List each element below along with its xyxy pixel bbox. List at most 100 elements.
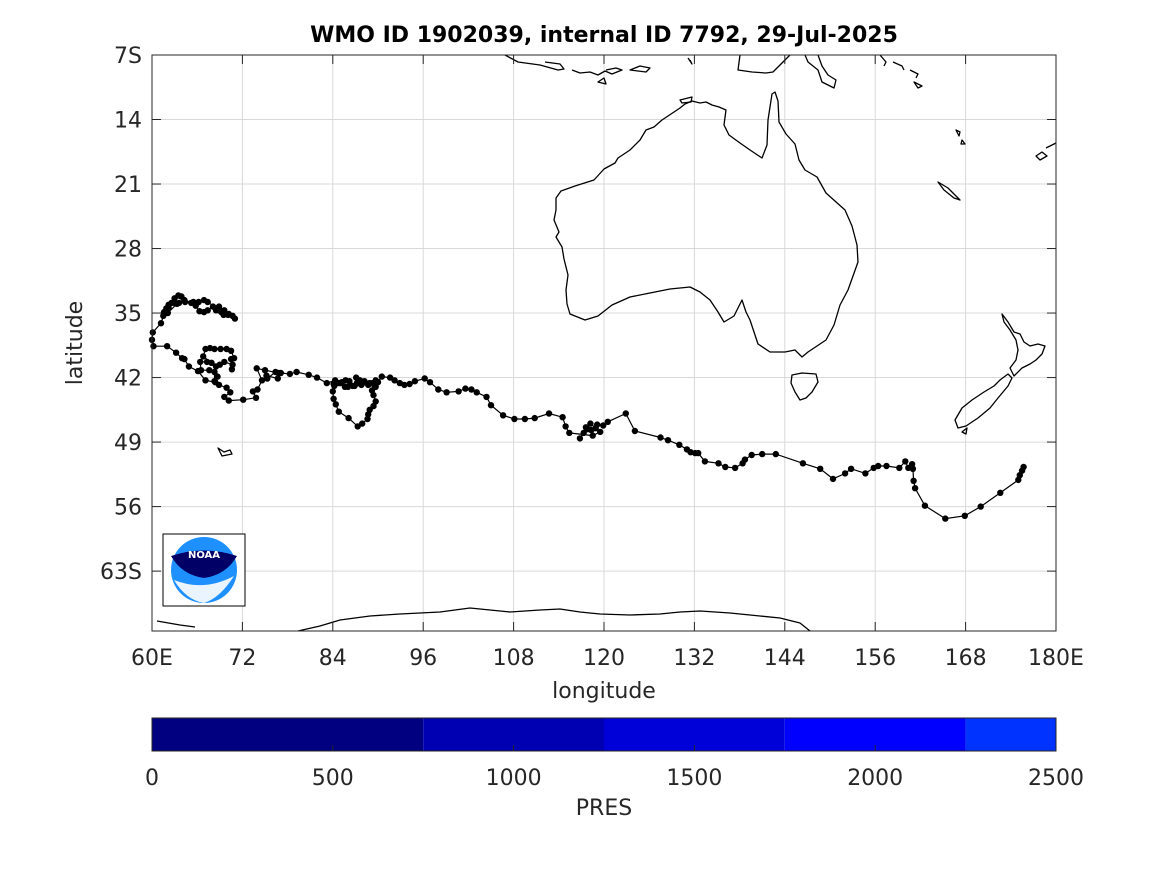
y-tick-label: 49 [114,431,142,456]
y-tick-label: 14 [114,109,142,134]
float-position-point [847,465,855,472]
x-tick-label: 120 [583,646,625,671]
float-position-point [202,345,209,353]
float-position-point [731,464,739,472]
float-position-point [171,295,178,302]
colorbar-tick-label: 500 [312,766,354,791]
float-position-point [977,503,984,510]
x-tick-label: 132 [673,646,715,671]
float-position-point [566,429,573,437]
float-position-point [164,309,171,317]
float-position-point [258,377,266,384]
float-position-point [597,428,604,436]
float-position-point [231,315,239,322]
colorbar-tick-label: 1000 [486,766,542,791]
float-position-point [772,450,779,458]
float-position-point [748,451,755,459]
new-guinea-coastline [737,54,837,89]
y-tick-label: 56 [114,496,142,521]
x-tick-label: 60E [131,646,173,671]
float-position-point [631,427,639,435]
float-position-point [163,343,171,350]
float-position-point [589,432,596,439]
float-position-point [252,394,260,401]
float-position-point [206,367,213,374]
lesser-sunda-islands [504,54,693,85]
float-position-point [331,382,338,390]
float-position-point [921,502,929,509]
float-position-point [225,310,232,318]
x-tick-label: 180E [1028,646,1084,671]
float-position-point [204,298,211,306]
float-position-point [468,386,475,393]
float-position-point [455,388,462,395]
float-position-point [406,380,413,388]
float-position-point [221,358,228,366]
float-position-point [157,320,165,327]
float-position-point [341,383,349,390]
float-position-point [683,446,691,453]
float-position-point [240,396,247,403]
float-position-point [214,373,221,380]
new-zealand-south-coastline [954,373,1013,429]
float-position-point [582,424,590,431]
float-position-point [185,363,193,370]
float-position-point [531,414,538,422]
float-position-point [487,402,495,409]
float-positions [148,292,1027,522]
float-position-point [473,389,480,396]
colorbar-band [152,718,424,751]
float-position-point [759,450,766,458]
float-position-point [676,441,683,448]
float-position-point [462,385,469,392]
kerguelen-coastline [217,447,233,457]
colorbar [152,718,1056,751]
float-position-point [587,420,594,427]
float-position-point [197,358,204,366]
y-tick-label: 28 [114,238,142,263]
float-position-point [305,371,312,378]
float-position-point [604,418,611,425]
float-position-point [194,367,202,375]
y-tick-label: 21 [114,173,142,198]
float-position-point [178,355,186,362]
float-position-point [576,435,584,442]
float-position-point [378,373,385,380]
x-axis-ticks: 60E 72 84 96 108 120 132 144 156 168 180E [131,55,1084,671]
float-position-point [172,349,180,356]
logo-seagull [171,550,237,578]
x-tick-label: 168 [945,646,987,671]
float-position-point [870,464,877,472]
fiji-coastline [1035,142,1057,161]
colorbar-tick-label: 2000 [847,766,903,791]
float-position-point [212,379,219,386]
float-position-point [421,375,428,382]
float-position-point [559,414,566,421]
float-position-point [511,415,518,423]
float-position-point [225,397,232,404]
y-axis-ticks: 7S 14 21 28 35 42 49 56 63S [100,44,1056,585]
tasmania-coastline [790,372,819,401]
float-position-point [261,367,269,374]
new-caledonia-coastline [937,181,961,201]
float-position-point [209,303,217,310]
y-tick-label: 7S [114,44,142,69]
float-position-point [426,379,434,386]
float-position-point [354,423,361,430]
float-position-point [386,374,394,381]
float-position-point [249,388,257,395]
float-position-point [396,379,403,387]
float-position-point [499,412,507,419]
new-zealand-north-coastline [1001,313,1046,377]
australia-coastline [553,91,859,358]
x-tick-label: 72 [228,646,256,671]
chart-title: WMO ID 1902039, internal ID 7792, 29-Jul… [310,23,898,48]
float-position-point [902,458,909,465]
float-position-point [332,401,339,408]
float-position-point [331,377,339,384]
float-position-point [521,415,529,423]
float-position-point [841,470,849,477]
float-position-point [253,365,260,372]
